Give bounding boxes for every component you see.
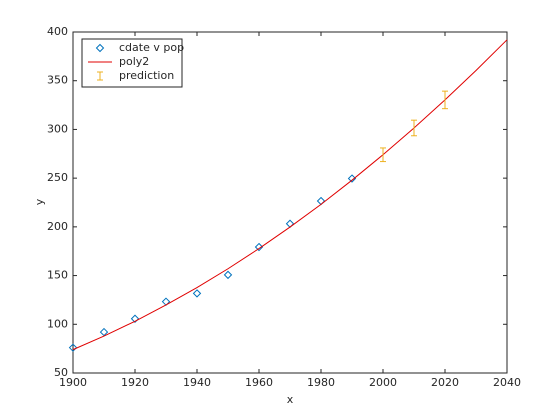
y-tick-label: 150 bbox=[47, 269, 68, 282]
x-tick-label: 1960 bbox=[245, 376, 273, 389]
legend-marker bbox=[95, 43, 105, 53]
x-tick-label: 2040 bbox=[493, 376, 521, 389]
data-point bbox=[347, 174, 357, 183]
y-tick-label: 50 bbox=[54, 366, 68, 379]
x-tick-label: 1920 bbox=[121, 376, 149, 389]
legend-box bbox=[81, 38, 183, 88]
legend-label: poly2 bbox=[119, 55, 149, 68]
data-point bbox=[223, 270, 233, 280]
data-point bbox=[130, 314, 140, 323]
y-tick-label: 100 bbox=[47, 317, 68, 330]
y-tick-label: 200 bbox=[47, 220, 68, 233]
y-tick-label: 250 bbox=[47, 171, 68, 184]
error-bar bbox=[380, 147, 386, 163]
y-tick-label: 350 bbox=[47, 74, 68, 87]
data-point bbox=[68, 343, 78, 352]
x-tick-label: 1980 bbox=[307, 376, 335, 389]
error-bar bbox=[442, 90, 448, 110]
data-point bbox=[254, 242, 264, 252]
x-tick-label: 2000 bbox=[369, 376, 397, 389]
fit-line bbox=[72, 39, 508, 351]
y-axis-label: y bbox=[33, 198, 46, 205]
x-tick-label: 1900 bbox=[59, 376, 87, 389]
y-tick-label: 300 bbox=[47, 122, 68, 135]
data-point bbox=[192, 289, 202, 298]
x-tick-label: 1940 bbox=[183, 376, 211, 389]
x-axis-label: x bbox=[287, 393, 294, 406]
legend-label: cdate v pop bbox=[119, 41, 184, 54]
error-bar bbox=[411, 119, 417, 137]
x-tick-label: 2020 bbox=[431, 376, 459, 389]
legend-label: prediction bbox=[119, 69, 174, 82]
y-tick-label: 400 bbox=[47, 25, 68, 38]
